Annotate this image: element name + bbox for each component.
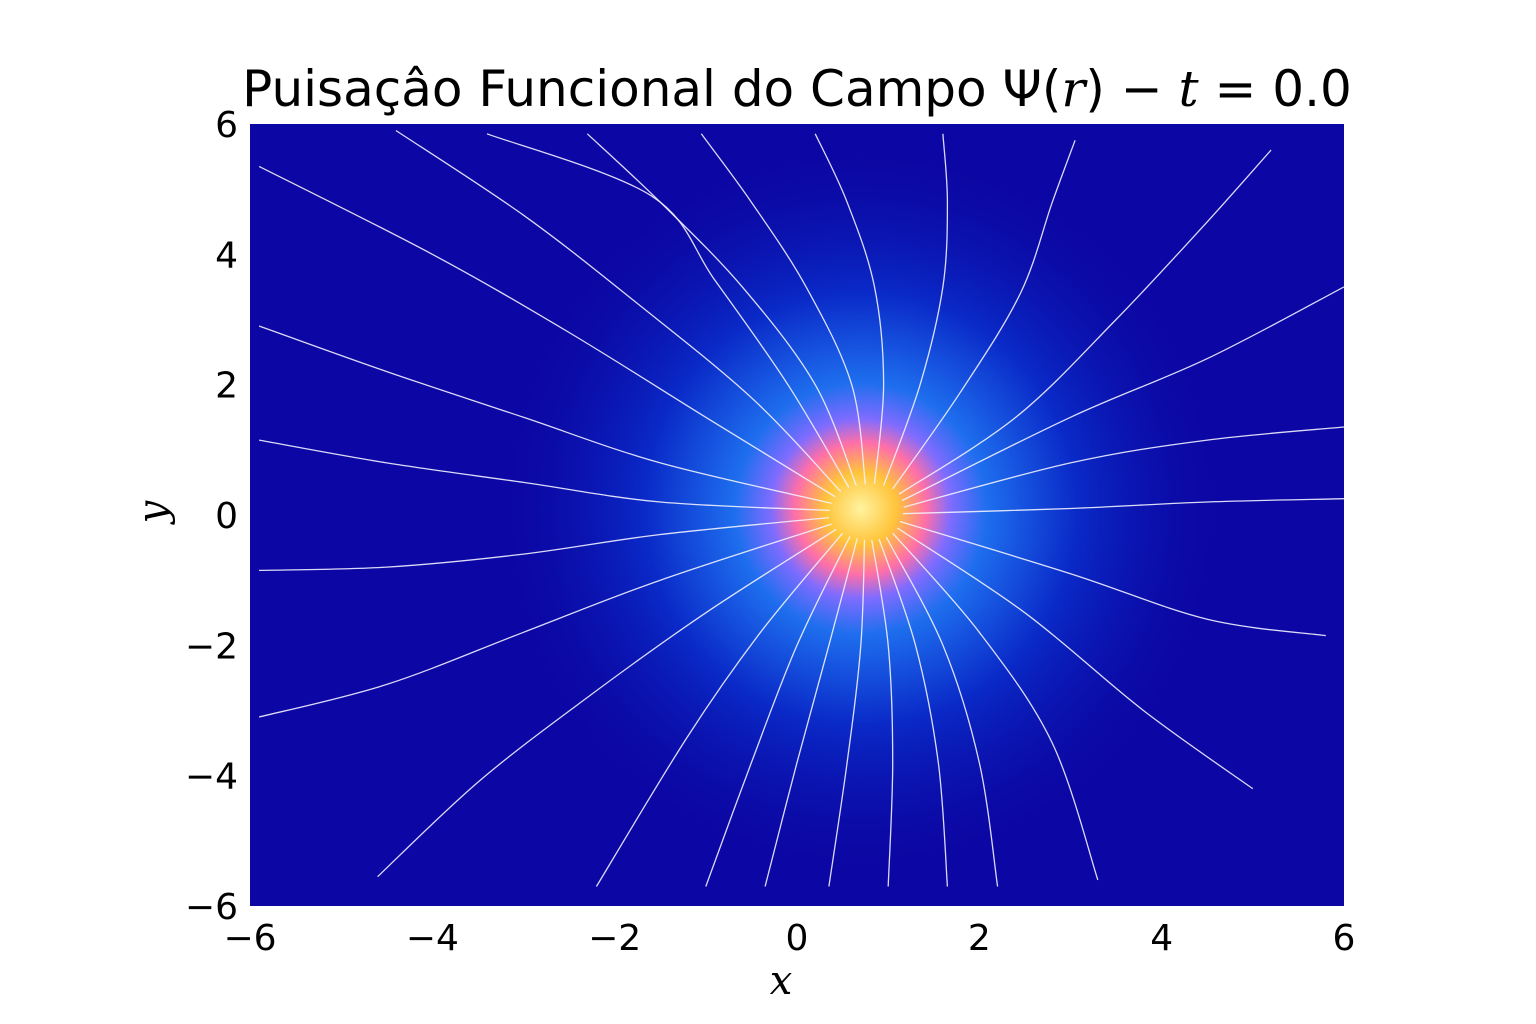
x-tick-label: −4	[406, 918, 459, 959]
plot-area	[250, 124, 1344, 906]
streamline-0	[586, 133, 857, 486]
x-axis-label: x	[770, 958, 793, 1004]
y-tick-label: −2	[185, 626, 238, 667]
streamline-10	[896, 527, 1254, 790]
x-tick-label: 2	[968, 918, 991, 959]
streamline-1	[700, 133, 867, 485]
streamline-12	[885, 536, 999, 887]
streamline-6	[901, 286, 1344, 502]
streamlines	[258, 129, 1344, 887]
x-tick-label: 6	[1333, 918, 1356, 959]
streamline-5	[898, 149, 1272, 495]
streamline-11	[892, 532, 1099, 881]
streamline-4	[892, 140, 1076, 490]
streamline-8	[902, 498, 1344, 515]
y-tick-label: −6	[185, 887, 238, 928]
y-tick-label: 2	[215, 366, 238, 407]
y-axis-label: y	[130, 499, 176, 525]
x-tick-label: 0	[786, 918, 809, 959]
streamline-18	[595, 532, 844, 887]
chart-title: Puisaçâo Funcional do Campo Ψ(r) − t = 0…	[242, 60, 1352, 118]
streamline-26	[486, 133, 850, 488]
streamline-23	[258, 325, 832, 504]
streamline-24	[258, 165, 836, 498]
x-tick-label: −6	[223, 918, 276, 959]
y-tick-label: 6	[215, 105, 238, 146]
streamline-25	[395, 129, 842, 492]
streamline-21	[259, 516, 829, 572]
x-tick-labels: −6 −4 −2 0 2 4 6	[223, 918, 1355, 959]
streamline-19	[377, 528, 837, 878]
streamline-20	[258, 523, 832, 718]
streamline-22	[258, 439, 830, 512]
streamline-15	[828, 539, 866, 887]
y-tick-label: −4	[185, 757, 238, 798]
y-tick-label: 0	[215, 496, 238, 537]
field-heatmap	[250, 124, 1344, 906]
y-tick-labels: −6 −4 −2 0 2 4 6	[185, 105, 238, 928]
y-tick-label: 4	[215, 235, 238, 276]
x-tick-label: −2	[588, 918, 641, 959]
streamline-9	[899, 520, 1326, 637]
streamline-17	[705, 536, 851, 887]
streamline-14	[871, 539, 894, 887]
streamline-16	[764, 538, 858, 887]
streamline-13	[878, 538, 949, 887]
streamline-7	[903, 426, 1344, 508]
streamline-2	[814, 133, 885, 484]
streamline-3	[882, 133, 949, 486]
x-tick-label: 4	[1150, 918, 1173, 959]
